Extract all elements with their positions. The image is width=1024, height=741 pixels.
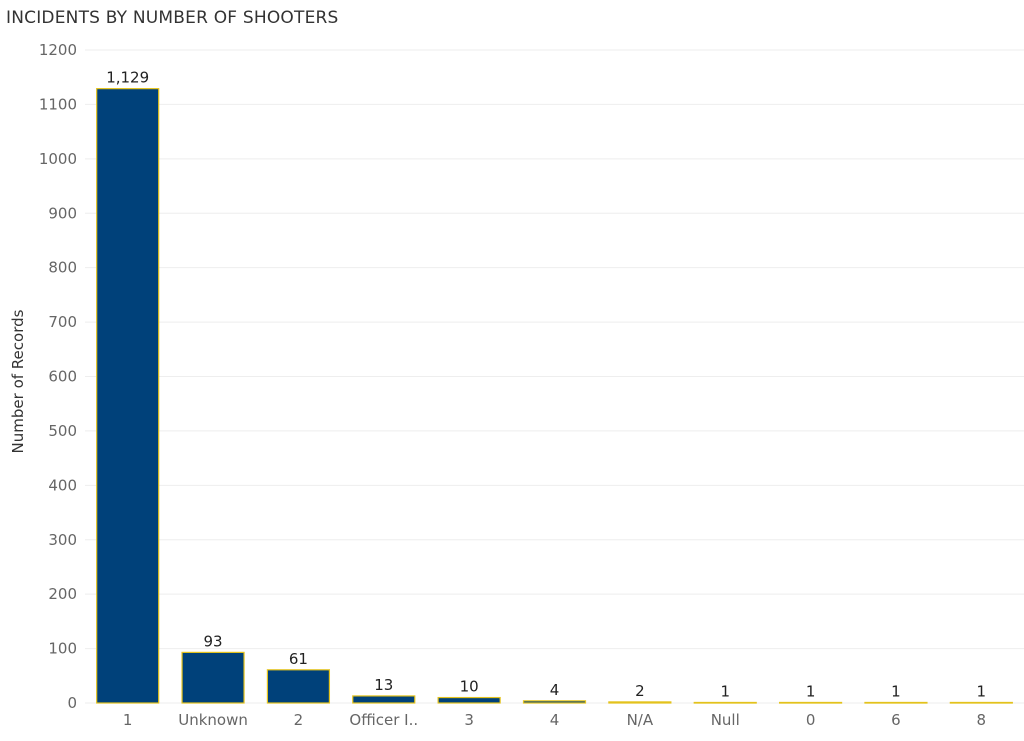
bar — [864, 701, 928, 704]
data-label: 1 — [977, 682, 987, 700]
data-label: 61 — [289, 650, 308, 668]
y-tick-label: 1200 — [39, 41, 77, 59]
data-label: 1 — [720, 682, 730, 700]
y-tick-label: 600 — [48, 368, 77, 386]
data-label: 4 — [550, 681, 560, 699]
y-tick-label: 300 — [48, 531, 77, 549]
data-label: 10 — [460, 678, 479, 696]
x-tick-label: 3 — [464, 711, 474, 729]
y-tick-label: 900 — [48, 204, 77, 222]
x-tick-label: N/A — [627, 711, 654, 729]
y-tick-label: 200 — [48, 585, 77, 603]
data-label: 2 — [635, 682, 645, 700]
bar — [437, 696, 501, 704]
x-tick-label: 8 — [977, 711, 987, 729]
data-label: 13 — [374, 676, 393, 694]
y-tick-label: 1000 — [39, 150, 77, 168]
data-label: 93 — [203, 632, 222, 650]
bar — [693, 701, 757, 704]
y-tick-label: 1100 — [39, 95, 77, 113]
y-tick-label: 400 — [48, 476, 77, 494]
x-tick-label: Officer I.. — [349, 711, 418, 729]
bar — [96, 88, 160, 704]
x-tick-label: 1 — [123, 711, 133, 729]
x-tick-label: Null — [711, 711, 740, 729]
bar — [522, 700, 587, 704]
x-tick-label: 6 — [891, 711, 901, 729]
x-tick-label: 0 — [806, 711, 816, 729]
y-axis-label: Number of Records — [9, 309, 27, 453]
data-label: 1,129 — [106, 69, 149, 87]
bar — [352, 695, 416, 704]
y-tick-label: 100 — [48, 640, 77, 658]
chart-title: INCIDENTS BY NUMBER OF SHOOTERS — [6, 8, 339, 28]
x-tick-label: Unknown — [178, 711, 248, 729]
bar — [266, 669, 331, 704]
bar — [949, 701, 1013, 704]
bar — [181, 651, 245, 704]
x-tick-label: 2 — [294, 711, 304, 729]
y-tick-label: 500 — [48, 422, 77, 440]
data-label: 1 — [806, 682, 816, 700]
y-tick-label: 800 — [48, 259, 77, 277]
y-tick-label: 0 — [67, 694, 77, 712]
bar — [778, 701, 843, 704]
y-tick-label: 700 — [48, 313, 77, 331]
bar — [608, 701, 672, 704]
x-tick-label: 4 — [550, 711, 560, 729]
data-label: 1 — [891, 682, 901, 700]
